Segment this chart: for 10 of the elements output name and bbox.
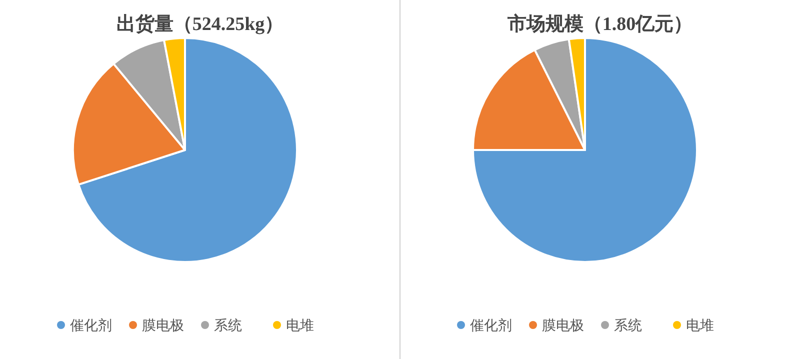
- chart-title: 市场规模（1.80亿元）: [506, 13, 693, 35]
- legend-label: 催化剂: [470, 318, 512, 334]
- legend-label: 系统: [214, 318, 242, 334]
- chart-title: 出货量（524.25kg）: [116, 13, 284, 35]
- legend-label: 电堆: [286, 318, 314, 334]
- legend-label: 膜电极: [542, 318, 584, 334]
- legend-label: 膜电极: [142, 318, 184, 334]
- legend-label: 电堆: [686, 318, 714, 334]
- legend-label: 催化剂: [70, 318, 112, 334]
- legend-label: 系统: [614, 318, 642, 334]
